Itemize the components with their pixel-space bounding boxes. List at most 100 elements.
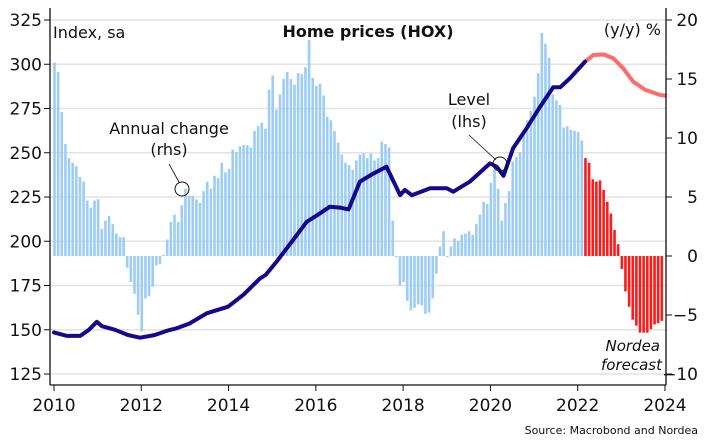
forecast-bar — [595, 181, 598, 256]
annual-change-bar — [525, 120, 529, 256]
annual-change-bar — [202, 191, 205, 256]
annual-change-bar — [198, 202, 202, 256]
annual-change-bar — [409, 256, 413, 311]
annotation-annual-change-pointer — [168, 163, 180, 183]
forecast-bar — [587, 162, 591, 256]
chart-title: Home prices (HOX) — [282, 22, 453, 41]
annual-change-bar — [540, 32, 544, 257]
annual-change-bar — [435, 256, 438, 274]
annotation-level-lhs: (lhs) — [451, 112, 486, 131]
axis-ticks: 125 150 175 200 225 250 275 300 325 −10 −5 0 5 10 15 20… — [10, 11, 698, 416]
annual-change-bar — [64, 143, 67, 256]
annual-change-bar — [85, 200, 89, 256]
annual-change-bar — [427, 256, 431, 313]
annual-change-bar — [224, 172, 227, 256]
annual-change-bar — [318, 83, 322, 256]
annotation-level-circle — [492, 156, 508, 172]
annual-change-bar — [485, 204, 489, 256]
annual-change-bar — [107, 215, 111, 256]
annual-change-bar — [405, 256, 409, 301]
left-tick-label: 300 — [10, 55, 42, 75]
annual-change-bar — [96, 199, 100, 256]
forecast-bar — [631, 256, 635, 320]
annual-change-bar — [464, 233, 467, 256]
annual-change-bar — [289, 79, 293, 256]
x-tick-label: 2020 — [469, 396, 512, 416]
annual-change-bar — [209, 188, 213, 256]
annual-change-bar — [471, 234, 475, 256]
annual-change-bar — [562, 127, 565, 256]
annual-change-bar — [420, 256, 424, 306]
annual-change-bar — [275, 109, 278, 257]
annual-change-bar — [133, 256, 136, 294]
annual-change-bar — [387, 147, 391, 256]
annual-change-bar — [245, 145, 249, 256]
annual-change-bar — [504, 202, 507, 256]
forecast-bar — [616, 244, 620, 256]
annual-change-bar — [529, 110, 533, 256]
annual-change-bar — [158, 256, 162, 265]
annual-change-bar — [75, 166, 78, 256]
x-tick-label: 2024 — [643, 396, 686, 416]
annual-change-bar — [191, 195, 194, 256]
annual-change-bar — [569, 129, 573, 256]
x-tick-label: 2014 — [207, 396, 250, 416]
x-tick-label: 2010 — [32, 396, 75, 416]
annual-change-bar — [89, 207, 93, 256]
forecast-bar — [605, 201, 609, 256]
annual-change-bar — [453, 238, 456, 256]
annual-change-bar — [293, 84, 296, 257]
annual-change-bar — [413, 256, 416, 308]
annual-change-bar — [231, 149, 234, 256]
right-tick-label: −5 — [673, 306, 698, 326]
annual-change-bar — [216, 178, 220, 256]
forecast-bar — [584, 158, 587, 256]
forecast-bar — [660, 256, 664, 321]
annual-change-bar — [242, 145, 245, 256]
annual-change-bar — [322, 95, 325, 257]
annual-change-bar — [456, 240, 460, 256]
annual-change-bars — [53, 32, 664, 333]
annual-change-bar — [256, 126, 260, 256]
x-tick-label: 2012 — [120, 396, 163, 416]
annual-change-bar — [518, 152, 522, 256]
forecast-bar — [638, 256, 642, 333]
annual-change-bar — [282, 79, 285, 256]
annual-change-bar — [522, 133, 525, 256]
annotation-forecast-2: forecast — [601, 356, 663, 374]
annual-change-bar — [573, 130, 576, 256]
left-tick-label: 275 — [10, 100, 42, 120]
annual-change-bar — [151, 256, 154, 287]
annual-change-bar — [205, 181, 209, 256]
left-tick-label: 125 — [10, 365, 42, 385]
annual-change-bar — [475, 224, 478, 256]
annual-change-bar — [493, 168, 496, 256]
annual-change-bar — [100, 228, 104, 256]
annual-change-bar — [184, 188, 187, 256]
annual-change-bar — [82, 181, 85, 256]
annual-change-bar — [144, 256, 147, 299]
annual-change-bar — [249, 147, 253, 256]
annual-change-bar — [238, 146, 242, 256]
annual-change-bar — [176, 221, 180, 256]
annual-change-bar — [376, 158, 380, 256]
annual-change-bar — [580, 140, 584, 256]
annual-change-bar — [165, 239, 169, 256]
annual-change-bar — [304, 67, 307, 256]
annual-change-bar — [449, 246, 453, 256]
annotation-level-pointer — [468, 134, 497, 161]
forecast-bar — [613, 230, 616, 256]
annual-change-bar — [307, 40, 311, 257]
forecast-bar — [624, 256, 627, 292]
annual-change-bar — [264, 128, 267, 256]
annual-change-bar — [104, 220, 107, 256]
annual-change-bar — [169, 221, 173, 256]
annual-change-bar — [93, 200, 96, 256]
annual-change-bar — [187, 195, 191, 256]
annual-change-bar — [431, 256, 435, 299]
annual-change-bar — [315, 86, 318, 256]
right-tick-label: 15 — [676, 70, 698, 90]
annual-change-bar — [56, 71, 60, 256]
forecast-bar — [642, 256, 645, 333]
annual-change-bar — [140, 256, 144, 332]
